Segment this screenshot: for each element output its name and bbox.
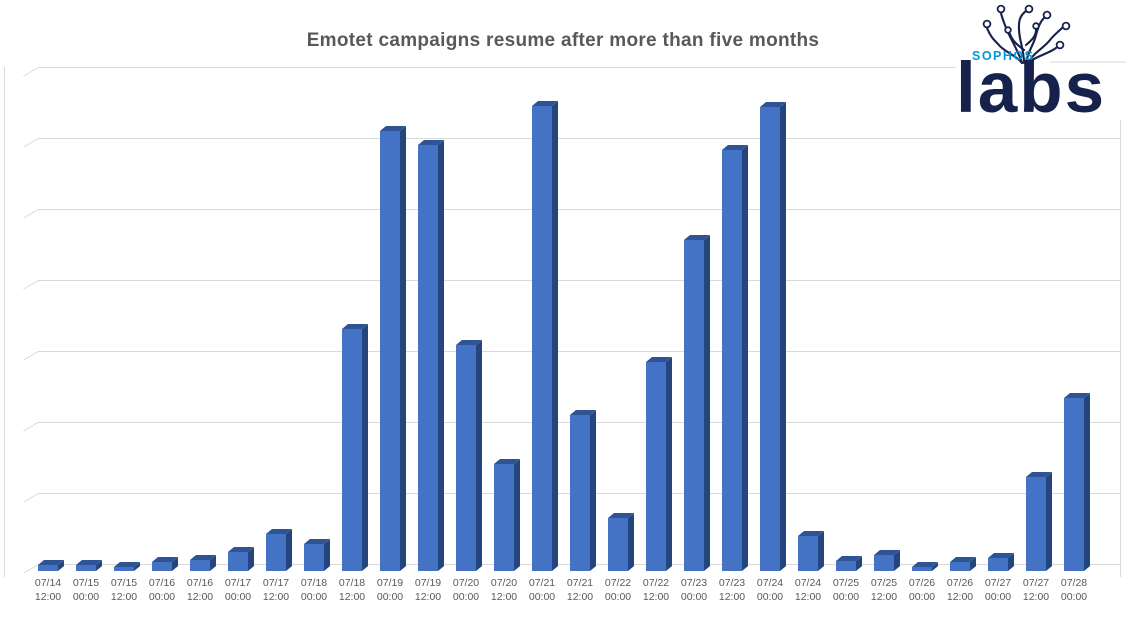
column-bar [950, 562, 970, 571]
gridline [38, 351, 1120, 352]
brain-circuit-icon [982, 4, 1071, 65]
x-axis-label: 07/26 12:00 [946, 577, 974, 603]
x-axis-label: 07/25 12:00 [870, 577, 898, 603]
gridline-depth-tick [23, 209, 39, 219]
column-bar [152, 562, 172, 571]
x-axis-label: 07/22 00:00 [604, 577, 632, 603]
gridline-depth-tick [23, 493, 39, 503]
column-bar [798, 536, 818, 571]
x-axis-label: 07/18 12:00 [338, 577, 366, 603]
column-bar [836, 561, 856, 571]
x-axis-label: 07/21 12:00 [566, 577, 594, 603]
x-axis-label: 07/23 12:00 [718, 577, 746, 603]
x-axis-label: 07/21 00:00 [528, 577, 556, 603]
column-bar [646, 362, 666, 571]
column-bar [988, 558, 1008, 571]
x-axis-label: 07/24 00:00 [756, 577, 784, 603]
gridline-depth-tick [23, 67, 39, 77]
gridline [38, 138, 1120, 139]
x-axis-label: 07/22 12:00 [642, 577, 670, 603]
column-bar [380, 131, 400, 571]
x-axis-label: 07/25 00:00 [832, 577, 860, 603]
column-bar [228, 552, 248, 571]
gridline [38, 209, 1120, 210]
column-bar [570, 415, 590, 571]
labs-wordmark: labs [956, 49, 1106, 120]
x-axis-label: 07/20 00:00 [452, 577, 480, 603]
gridline-depth-tick [23, 422, 39, 432]
column-bar [38, 565, 58, 571]
column-bar [76, 565, 96, 571]
x-axis-label: 07/19 00:00 [376, 577, 404, 603]
column-bar [456, 345, 476, 571]
x-axis-label: 07/17 12:00 [262, 577, 290, 603]
x-axis-label: 07/15 12:00 [110, 577, 138, 603]
plot-left-border [4, 67, 5, 577]
gridline [38, 280, 1120, 281]
column-bar [532, 106, 552, 571]
x-axis-label: 07/19 12:00 [414, 577, 442, 603]
gridline-depth-tick [23, 138, 39, 148]
gridline [38, 67, 1120, 68]
x-axis-label: 07/20 12:00 [490, 577, 518, 603]
x-axis-label: 07/16 00:00 [148, 577, 176, 603]
column-bar [266, 534, 286, 571]
gridline-depth-tick [23, 280, 39, 290]
column-bar [874, 555, 894, 571]
x-axis-label: 07/26 00:00 [908, 577, 936, 603]
column-bar [912, 567, 932, 571]
plot-right-border [1120, 67, 1121, 577]
chart-title: Emotet campaigns resume after more than … [306, 30, 820, 51]
gridline-depth-tick [23, 351, 39, 361]
x-axis-label: 07/27 00:00 [984, 577, 1012, 603]
column-bar [342, 329, 362, 571]
sophoslabs-logo: SOPHOS labs [956, 0, 1126, 120]
x-axis-label: 07/14 12:00 [34, 577, 62, 603]
column-bar [684, 240, 704, 571]
column-bar [190, 560, 210, 571]
x-axis-label: 07/16 12:00 [186, 577, 214, 603]
column-bar [1064, 398, 1084, 571]
x-axis-label: 07/27 12:00 [1022, 577, 1050, 603]
column-bar [608, 518, 628, 571]
sophos-wordmark: SOPHOS [972, 49, 1035, 63]
x-axis-label: 07/18 00:00 [300, 577, 328, 603]
x-axis-label: 07/23 00:00 [680, 577, 708, 603]
column-bar [760, 107, 780, 571]
column-bar [494, 464, 514, 571]
column-bar [304, 544, 324, 571]
x-axis-label: 07/15 00:00 [72, 577, 100, 603]
column-bar [418, 145, 438, 571]
column-bar [722, 150, 742, 571]
x-axis-label: 07/28 00:00 [1060, 577, 1088, 603]
x-axis-label: 07/24 12:00 [794, 577, 822, 603]
x-axis-label: 07/17 00:00 [224, 577, 252, 603]
column-bar [1026, 477, 1046, 571]
column-bar [114, 567, 134, 571]
gridline-depth-tick [23, 564, 39, 574]
